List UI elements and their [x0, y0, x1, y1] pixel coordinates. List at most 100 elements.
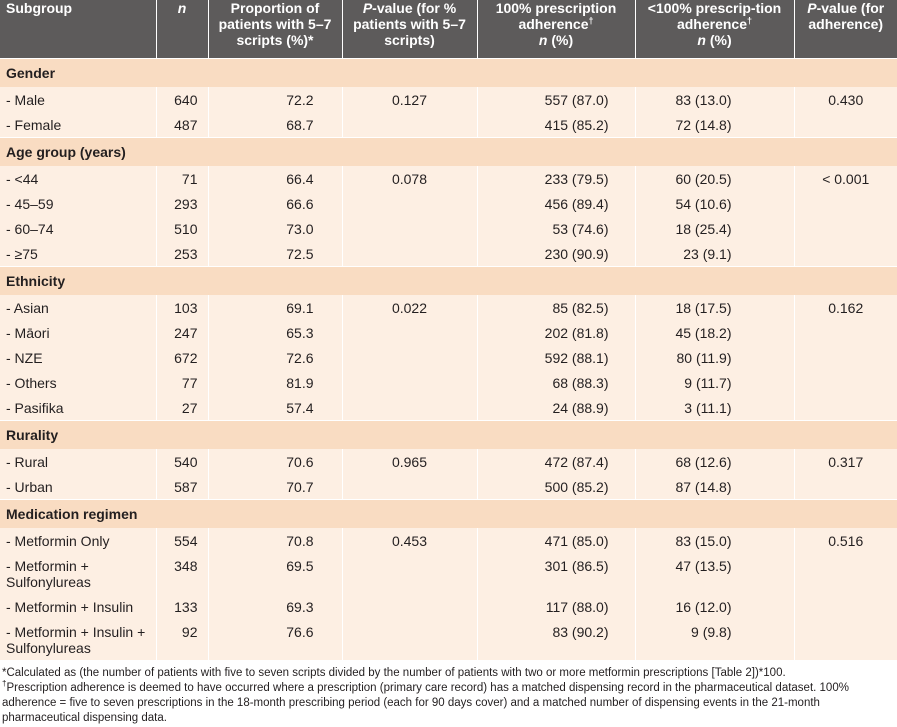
cell-adherence: 415 (85.2) — [477, 111, 636, 137]
cell-subgroup: - <44 — [0, 165, 157, 191]
cell-adherence: 230 (90.9) — [477, 240, 636, 266]
cell-pvalue-adherence — [794, 473, 897, 499]
cell-proportion: 70.8 — [208, 527, 343, 553]
header-proportion: Proportion of patients with 5–7 scripts … — [208, 0, 343, 58]
cell-pvalue-scripts — [342, 319, 478, 345]
cell-subgroup: - 45–59 — [0, 190, 157, 216]
header-row: Subgroup n Proportion of patients with 5… — [0, 0, 897, 58]
section-row: Medication regimen — [0, 498, 897, 528]
cell-pvalue-scripts — [342, 369, 478, 395]
table-row: - Pasifika 27 57.4 24 (88.9) 3 (11.1) — [0, 394, 897, 420]
cell-subgroup: - Rural — [0, 448, 157, 474]
cell-subgroup: - ≥75 — [0, 240, 157, 266]
cell-pvalue-scripts — [342, 240, 478, 266]
section-title: Age group (years) — [0, 136, 897, 166]
cell-n: 293 — [156, 190, 209, 216]
header-adherence-dagger: † — [588, 15, 594, 26]
table-row: - 60–74 510 73.0 53 (74.6) 18 (25.4) — [0, 215, 897, 241]
cell-n: 92 — [156, 618, 209, 660]
header-adherence-text: 100% prescription adherence — [495, 0, 617, 32]
cell-pvalue-scripts — [342, 344, 478, 370]
cell-proportion: 72.5 — [208, 240, 343, 266]
cell-pvalue-adherence — [794, 215, 897, 241]
table-row: - <44 71 66.4 0.078 233 (79.5) 60 (20.5) < 0.0… — [0, 165, 897, 191]
cell-pvalue-adherence — [794, 552, 897, 594]
cell-n: 253 — [156, 240, 209, 266]
cell-proportion: 76.6 — [208, 618, 343, 660]
cell-pvalue-adherence: 0.162 — [794, 294, 897, 320]
section-row: Gender — [0, 57, 897, 87]
cell-subgroup: - Metformin + Insulin — [0, 593, 157, 619]
cell-adherence: 456 (89.4) — [477, 190, 636, 216]
section-row: Ethnicity — [0, 265, 897, 295]
cell-pvalue-scripts — [342, 593, 478, 619]
header-pvalue-scripts: P-value (for % patients with 5–7 scripts… — [342, 0, 478, 58]
cell-proportion: 72.6 — [208, 344, 343, 370]
header-adherence-n: n — [538, 32, 548, 48]
cell-n: 554 — [156, 527, 209, 553]
cell-proportion: 57.4 — [208, 394, 343, 420]
header-nonadherence: <100% prescrip-tion adherence† n (%) — [635, 0, 795, 58]
cell-nonadherence: 23 (9.1) — [635, 240, 795, 266]
cell-n: 133 — [156, 593, 209, 619]
cell-pvalue-adherence — [794, 593, 897, 619]
cell-subgroup: - Metformin Only — [0, 527, 157, 553]
cell-pvalue-scripts: 0.022 — [342, 294, 478, 320]
cell-nonadherence: 54 (10.6) — [635, 190, 795, 216]
cell-nonadherence: 80 (11.9) — [635, 344, 795, 370]
cell-pvalue-scripts: 0.127 — [342, 86, 478, 112]
cell-adherence: 53 (74.6) — [477, 215, 636, 241]
cell-proportion: 66.4 — [208, 165, 343, 191]
header-nonadherence-pct: (%) — [705, 32, 732, 48]
cell-n: 487 — [156, 111, 209, 137]
cell-pvalue-adherence: 0.430 — [794, 86, 897, 112]
cell-proportion: 68.7 — [208, 111, 343, 137]
cell-nonadherence: 9 (9.8) — [635, 618, 795, 660]
cell-subgroup: - Asian — [0, 294, 157, 320]
cell-pvalue-adherence: 0.317 — [794, 448, 897, 474]
cell-subgroup: - Male — [0, 86, 157, 112]
cell-pvalue-scripts — [342, 394, 478, 420]
header-subgroup: Subgroup — [0, 0, 157, 58]
header-pvalue-adherence-text: -value (for adherence) — [808, 0, 885, 32]
cell-proportion: 69.1 — [208, 294, 343, 320]
cell-adherence: 471 (85.0) — [477, 527, 636, 553]
cell-adherence: 24 (88.9) — [477, 394, 636, 420]
cell-proportion: 81.9 — [208, 369, 343, 395]
cell-pvalue-adherence — [794, 190, 897, 216]
cell-n: 77 — [156, 369, 209, 395]
table-row: - ≥75 253 72.5 230 (90.9) 23 (9.1) — [0, 240, 897, 266]
cell-pvalue-scripts — [342, 215, 478, 241]
footnote-dagger-marker: † — [2, 678, 7, 688]
cell-nonadherence: 72 (14.8) — [635, 111, 795, 137]
footnote-dagger: †Prescription adherence is deemed to hav… — [2, 678, 895, 726]
cell-pvalue-scripts — [342, 618, 478, 660]
cell-subgroup: - Female — [0, 111, 157, 137]
header-n-label: n — [177, 0, 187, 16]
cell-adherence: 592 (88.1) — [477, 344, 636, 370]
cell-pvalue-adherence — [794, 319, 897, 345]
cell-nonadherence: 18 (25.4) — [635, 215, 795, 241]
header-adherence: 100% prescription adherence† n (%) — [477, 0, 636, 58]
cell-proportion: 70.7 — [208, 473, 343, 499]
cell-adherence: 83 (90.2) — [477, 618, 636, 660]
cell-pvalue-adherence: < 0.001 — [794, 165, 897, 191]
cell-pvalue-scripts: 0.453 — [342, 527, 478, 553]
cell-n: 640 — [156, 86, 209, 112]
cell-n: 587 — [156, 473, 209, 499]
cell-nonadherence: 87 (14.8) — [635, 473, 795, 499]
cell-nonadherence: 47 (13.5) — [635, 552, 795, 594]
header-nonadherence-n: n — [697, 32, 706, 48]
footnotes: *Calculated as (the number of patients w… — [0, 660, 897, 726]
cell-adherence: 301 (86.5) — [477, 552, 636, 594]
table-row: - Asian 103 69.1 0.022 85 (82.5) 18 (17.5) 0.1… — [0, 294, 897, 320]
header-n: n — [156, 0, 209, 58]
cell-nonadherence: 83 (15.0) — [635, 527, 795, 553]
cell-n: 540 — [156, 448, 209, 474]
cell-pvalue-scripts — [342, 473, 478, 499]
table-row: - Urban 587 70.7 500 (85.2) 87 (14.8) — [0, 473, 897, 499]
cell-adherence: 85 (82.5) — [477, 294, 636, 320]
cell-nonadherence: 18 (17.5) — [635, 294, 795, 320]
cell-n: 103 — [156, 294, 209, 320]
